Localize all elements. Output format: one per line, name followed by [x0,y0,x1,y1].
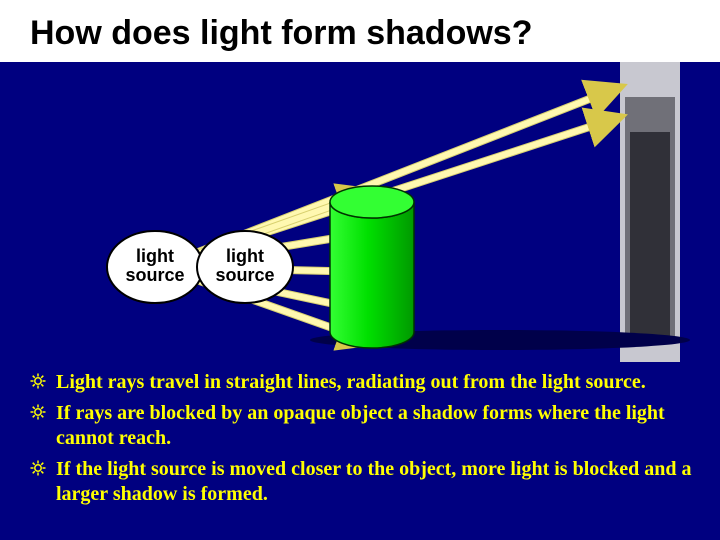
slide-title: How does light form shadows? [30,14,532,53]
sun-icon [30,460,46,476]
bullet-item: If the light source is moved closer to t… [30,457,700,507]
light-source-1-label: lightsource [107,247,203,285]
bullet-text: If rays are blocked by an opaque object … [56,402,665,449]
cylinder-object [330,186,414,348]
bullet-list: Light rays travel in straight lines, rad… [30,370,700,513]
bullet-item: If rays are blocked by an opaque object … [30,401,700,451]
light-source-2-label: lightsource [197,247,293,285]
bullet-text: Light rays travel in straight lines, rad… [56,371,646,393]
shadow-inner [630,132,670,342]
shadow-diagram [0,62,720,362]
sun-icon [30,373,46,389]
bullet-item: Light rays travel in straight lines, rad… [30,370,700,395]
bullet-text: If the light source is moved closer to t… [56,458,692,505]
sun-icon [30,404,46,420]
